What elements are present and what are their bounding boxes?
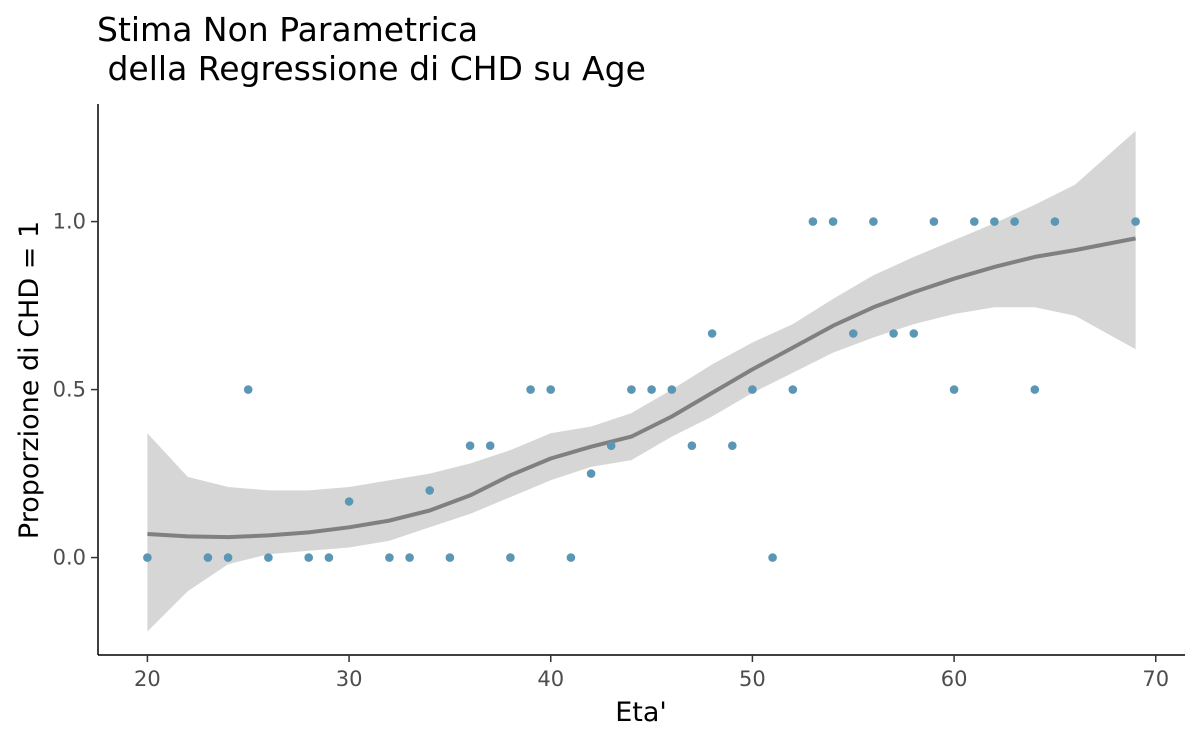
- chart-title-line-2: della Regressione di CHD su Age: [97, 49, 646, 88]
- data-point: [929, 217, 939, 226]
- data-point: [1131, 217, 1140, 226]
- data-point: [828, 217, 838, 226]
- data-point: [526, 385, 535, 394]
- data-point: [849, 329, 858, 338]
- data-point: [264, 553, 273, 562]
- data-point: [223, 553, 233, 562]
- data-point: [728, 441, 737, 451]
- y-axis-title: Proporzione di CHD = 1: [14, 221, 45, 539]
- x-tick-label: 30: [336, 667, 363, 691]
- x-axis-ticks: 20 30 40 50 60 70: [134, 655, 1169, 691]
- y-axis-ticks: 0.0 0.5 1.0: [53, 210, 98, 570]
- data-point: [586, 469, 596, 478]
- x-tick-label: 40: [537, 667, 564, 691]
- data-point: [566, 553, 576, 562]
- data-point: [1030, 385, 1040, 394]
- data-point: [949, 385, 959, 394]
- data-point: [546, 385, 555, 394]
- data-point: [808, 217, 818, 226]
- data-point: [889, 329, 898, 338]
- y-tick-label: 1.0: [53, 210, 86, 234]
- data-point: [687, 441, 697, 451]
- x-tick-label: 20: [134, 667, 161, 691]
- data-point: [405, 553, 414, 562]
- x-tick-label: 70: [1142, 667, 1169, 691]
- data-point: [748, 385, 757, 394]
- data-point: [768, 553, 777, 562]
- confidence-band: [147, 130, 1136, 632]
- data-point: [203, 553, 213, 562]
- data-point: [324, 553, 334, 562]
- data-point: [425, 486, 435, 495]
- x-axis-title: Eta': [615, 697, 667, 728]
- smooth-line: [147, 236, 1136, 540]
- data-point: [243, 385, 253, 394]
- data-point: [647, 385, 656, 394]
- data-point: [143, 553, 152, 562]
- data-point: [970, 217, 979, 226]
- data-point: [506, 553, 515, 562]
- y-tick-label: 0.5: [53, 378, 86, 402]
- y-tick-label: 0.0: [53, 546, 86, 570]
- data-point: [485, 441, 495, 451]
- data-point: [627, 385, 636, 394]
- plot-area: [143, 130, 1140, 632]
- chart-title-line-1: Stima Non Parametrica: [97, 10, 478, 49]
- x-tick-label: 60: [941, 667, 968, 691]
- data-point: [1050, 217, 1060, 226]
- data-point: [990, 217, 999, 226]
- data-point: [909, 329, 919, 338]
- data-point: [344, 497, 354, 506]
- data-point: [445, 553, 455, 562]
- data-point: [1010, 217, 1019, 226]
- data-point: [707, 329, 717, 338]
- x-tick-label: 50: [739, 667, 766, 691]
- data-point: [869, 217, 878, 226]
- data-point: [606, 441, 616, 451]
- data-point: [304, 553, 314, 562]
- data-point: [667, 385, 677, 394]
- data-point: [788, 385, 798, 394]
- data-point: [465, 441, 475, 451]
- data-point: [385, 553, 394, 562]
